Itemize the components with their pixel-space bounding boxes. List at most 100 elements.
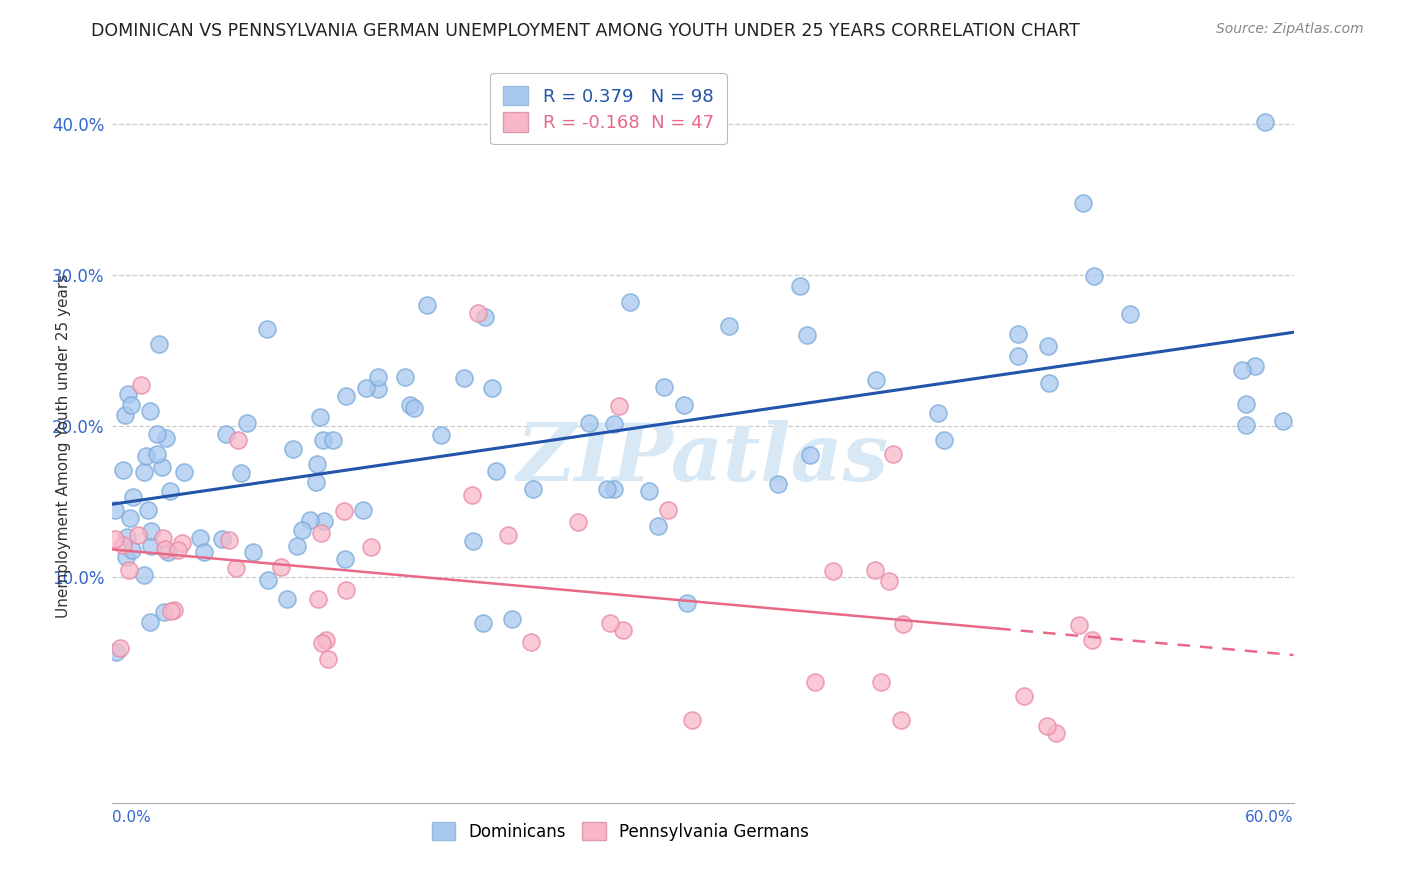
Point — [256, 322, 278, 336]
Point — [474, 310, 496, 324]
Point — [121, 490, 143, 504]
Point — [647, 518, 669, 533]
Point — [316, 651, 339, 665]
Point — [1254, 114, 1277, 128]
Legend: Dominicans, Pennsylvania Germans: Dominicans, Pennsylvania Germans — [423, 814, 817, 849]
Point — [311, 636, 333, 650]
Point — [146, 447, 169, 461]
Point — [520, 635, 543, 649]
Point — [1083, 268, 1105, 283]
Point — [141, 540, 163, 554]
Point — [163, 603, 186, 617]
Point — [335, 389, 357, 403]
Point — [1038, 376, 1060, 391]
Point — [578, 417, 600, 431]
Point — [1244, 359, 1267, 373]
Point — [311, 434, 333, 448]
Point — [173, 465, 195, 479]
Point — [291, 523, 314, 537]
Point — [522, 482, 544, 496]
Point — [1119, 307, 1142, 321]
Point — [467, 306, 489, 320]
Point — [193, 545, 215, 559]
Point — [416, 298, 439, 312]
Point — [796, 328, 818, 343]
Point — [823, 564, 845, 578]
Point — [333, 504, 356, 518]
Point — [111, 463, 134, 477]
Point — [322, 433, 344, 447]
Point — [657, 503, 679, 517]
Point — [127, 528, 149, 542]
Point — [360, 540, 382, 554]
Point — [312, 514, 335, 528]
Point — [638, 483, 661, 498]
Point — [1036, 718, 1059, 732]
Point — [430, 427, 453, 442]
Point — [1272, 414, 1295, 428]
Point — [225, 561, 247, 575]
Point — [281, 442, 304, 457]
Point — [121, 543, 143, 558]
Point — [402, 401, 425, 416]
Point — [1045, 726, 1067, 740]
Point — [132, 568, 155, 582]
Point — [890, 713, 912, 727]
Point — [869, 675, 891, 690]
Point — [603, 417, 626, 431]
Point — [211, 532, 233, 546]
Point — [367, 370, 389, 384]
Point — [367, 382, 389, 396]
Point — [148, 337, 170, 351]
Point — [354, 381, 377, 395]
Point — [461, 533, 484, 548]
Point — [276, 592, 298, 607]
Point — [673, 398, 696, 412]
Point — [153, 606, 176, 620]
Point — [120, 398, 142, 412]
Point — [472, 616, 495, 631]
Text: Source: ZipAtlas.com: Source: ZipAtlas.com — [1216, 22, 1364, 37]
Point — [136, 503, 159, 517]
Point — [717, 318, 740, 333]
Point — [135, 449, 157, 463]
Point — [229, 466, 252, 480]
Point — [879, 574, 901, 589]
Point — [461, 488, 484, 502]
Point — [882, 447, 904, 461]
Point — [134, 465, 156, 479]
Point — [104, 503, 127, 517]
Point — [242, 545, 264, 559]
Point — [607, 400, 630, 414]
Point — [104, 645, 127, 659]
Point — [304, 475, 326, 489]
Point — [108, 641, 131, 656]
Point — [789, 278, 811, 293]
Point — [453, 370, 475, 384]
Point — [218, 533, 240, 548]
Point — [153, 541, 176, 556]
Text: 0.0%: 0.0% — [112, 810, 152, 825]
Point — [399, 399, 422, 413]
Point — [117, 387, 139, 401]
Point — [1012, 689, 1035, 703]
Point — [481, 381, 503, 395]
Point — [612, 623, 634, 637]
Point — [215, 427, 238, 442]
Point — [1038, 339, 1060, 353]
Point — [498, 528, 520, 542]
Point — [799, 448, 821, 462]
Point — [768, 476, 790, 491]
Point — [602, 482, 624, 496]
Point — [150, 459, 173, 474]
Point — [115, 549, 138, 564]
Point — [1007, 327, 1029, 342]
Point — [285, 539, 308, 553]
Point — [167, 543, 190, 558]
Point — [652, 380, 675, 394]
Point — [484, 464, 506, 478]
Point — [104, 532, 127, 546]
Point — [172, 535, 194, 549]
Point — [1069, 617, 1091, 632]
Point — [159, 484, 181, 499]
